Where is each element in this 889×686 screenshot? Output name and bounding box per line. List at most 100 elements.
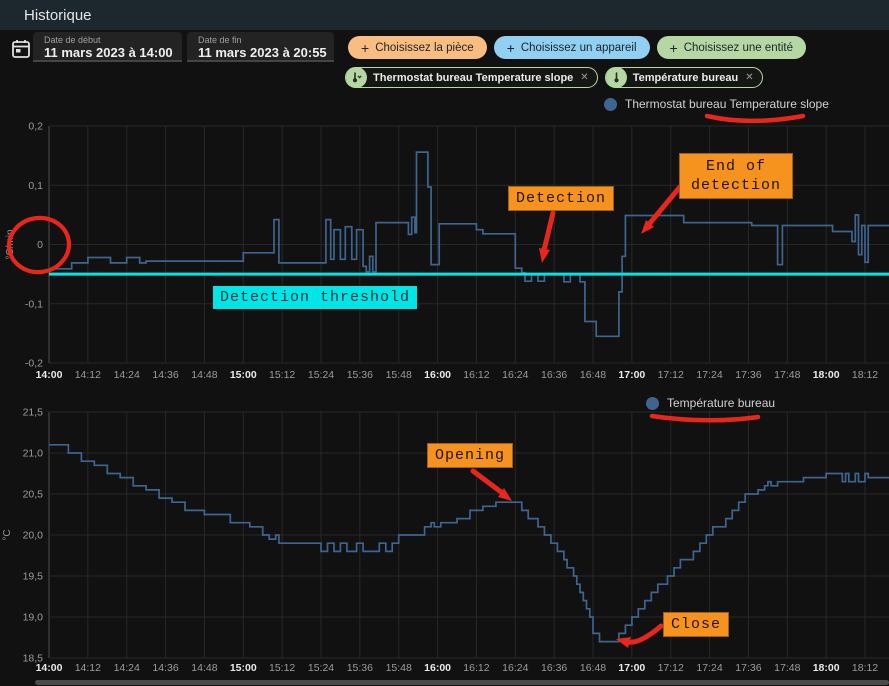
svg-text:16:48: 16:48 [580,369,606,381]
svg-text:15:24: 15:24 [308,369,334,381]
svg-text:15:36: 15:36 [347,369,373,381]
choose-device-chip[interactable]: + Choisissez un appareil [493,36,650,59]
slope-chart-canvas[interactable]: 14:00 14:12 14:24 14:36 14:48 15:00 15:12 15:24… [0,96,889,392]
svg-text:14:48: 14:48 [191,662,217,674]
svg-text:16:36: 16:36 [541,369,567,381]
thermometer-icon [605,67,627,88]
date-range-picker-button[interactable] [8,37,34,63]
svg-text:17:12: 17:12 [658,662,684,674]
legend-temperature-slope[interactable]: Thermostat bureau Temperature slope [604,97,829,111]
page-title: Historique [24,6,92,24]
plus-icon: + [361,39,370,56]
end-date-field[interactable]: Date de fin 11 mars 2023 à 20:55 [187,32,334,62]
plus-icon: + [669,39,678,56]
svg-text:15:36: 15:36 [347,662,373,674]
svg-text:14:12: 14:12 [75,369,101,381]
svg-text:14:24: 14:24 [114,369,140,381]
svg-text:17:00: 17:00 [618,662,645,674]
choose-entity-label: Choisissez une entité [683,41,794,54]
svg-text:19,5: 19,5 [23,571,44,583]
svg-text:16:48: 16:48 [580,662,606,674]
svg-text:15:48: 15:48 [386,369,412,381]
legend-label: Thermostat bureau Temperature slope [625,97,829,111]
svg-text:16:12: 16:12 [463,369,489,381]
svg-text:14:24: 14:24 [114,662,140,674]
choose-area-label: Choisissez la pièce [375,41,474,54]
svg-text:18:12: 18:12 [852,662,878,674]
svg-text:0,1: 0,1 [28,180,43,192]
svg-text:21,5: 21,5 [23,407,44,419]
svg-text:20,5: 20,5 [23,489,44,501]
svg-text:20,0: 20,0 [23,530,44,542]
annotation-opening: Opening [427,443,514,468]
temperature-chart-canvas[interactable]: 14:00 14:12 14:24 14:36 14:48 15:00 15:12 15:24… [0,392,889,686]
choose-area-chip[interactable]: + Choisissez la pièce [348,36,487,59]
svg-text:17:48: 17:48 [774,662,800,674]
start-date-value: 11 mars 2023 à 14:00 [44,45,173,60]
entity-chips-row: Thermostat bureau Temperature slope ✕ Te… [345,67,763,88]
axis-tick-labels: 14:00 14:12 14:24 14:36 14:48 15:00 15:12 15:24… [2,407,878,675]
annotation-end-of-detection: End of detection [679,153,793,199]
svg-text:14:00: 14:00 [36,369,63,381]
y-axis-unit-label: °C [2,529,13,540]
end-date-label: Date de fin [198,35,242,45]
plus-icon: + [506,39,515,56]
annotation-detection: Detection [508,186,615,211]
svg-text:21,0: 21,0 [23,448,44,460]
svg-text:16:00: 16:00 [424,662,451,674]
svg-text:16:36: 16:36 [541,662,567,674]
svg-text:15:00: 15:00 [230,369,257,381]
svg-text:16:00: 16:00 [424,369,451,381]
start-date-label: Date de début [44,35,101,45]
start-date-field[interactable]: Date de début 11 mars 2023 à 14:00 [33,32,182,62]
thermometer-chevron-down-icon [346,67,367,88]
svg-text:18:00: 18:00 [813,662,840,674]
svg-text:19,0: 19,0 [23,612,44,624]
svg-text:0,2: 0,2 [28,121,43,133]
svg-text:18:12: 18:12 [852,369,878,381]
svg-text:17:24: 17:24 [696,662,722,674]
svg-text:15:24: 15:24 [308,662,334,674]
svg-text:16:24: 16:24 [502,662,528,674]
entity-chip-temperature-bureau[interactable]: Température bureau ✕ [604,67,763,88]
close-icon[interactable]: ✕ [745,71,754,83]
legend-temperature-bureau[interactable]: Température bureau [646,396,775,410]
svg-text:-0,2: -0,2 [25,358,43,370]
svg-text:14:36: 14:36 [152,369,178,381]
svg-text:15:00: 15:00 [230,662,257,674]
app-header: Historique [0,0,889,30]
svg-text:15:48: 15:48 [386,662,412,674]
svg-text:17:36: 17:36 [735,662,761,674]
temperature-bureau-chart: 14:00 14:12 14:24 14:36 14:48 15:00 15:12 15:24… [0,392,889,686]
close-icon[interactable]: ✕ [580,71,589,83]
svg-text:15:12: 15:12 [269,369,295,381]
annotation-close: Close [663,612,730,637]
annotation-detection-threshold: Detection threshold [213,286,418,309]
calendar-icon [12,39,30,58]
horizontal-scrollbar[interactable] [35,680,889,685]
svg-text:14:00: 14:00 [36,662,63,674]
svg-text:17:36: 17:36 [735,369,761,381]
choose-device-label: Choisissez un appareil [520,41,637,54]
grid-lines [48,411,889,659]
legend-dot-icon [646,396,659,410]
legend-dot-icon [604,97,617,111]
svg-text:17:00: 17:00 [618,369,645,381]
svg-text:17:48: 17:48 [774,369,800,381]
entity-chip-temperature-slope[interactable]: Thermostat bureau Temperature slope ✕ [345,67,598,88]
y-axis-unit-label: °C/min [5,229,16,259]
svg-text:14:12: 14:12 [75,662,101,674]
svg-text:17:24: 17:24 [696,369,722,381]
svg-text:0: 0 [37,239,43,251]
series-line [49,151,889,338]
svg-text:18:00: 18:00 [813,369,840,381]
axis-tick-labels: 14:00 14:12 14:24 14:36 14:48 15:00 15:12 15:24… [5,121,878,382]
choose-entity-chip[interactable]: + Choisissez une entité [656,36,807,59]
svg-text:15:12: 15:12 [269,662,295,674]
svg-text:16:24: 16:24 [502,369,528,381]
svg-text:14:48: 14:48 [191,369,217,381]
svg-text:-0,1: -0,1 [25,298,43,310]
end-date-value: 11 mars 2023 à 20:55 [198,45,327,60]
svg-text:14:36: 14:36 [152,662,178,674]
